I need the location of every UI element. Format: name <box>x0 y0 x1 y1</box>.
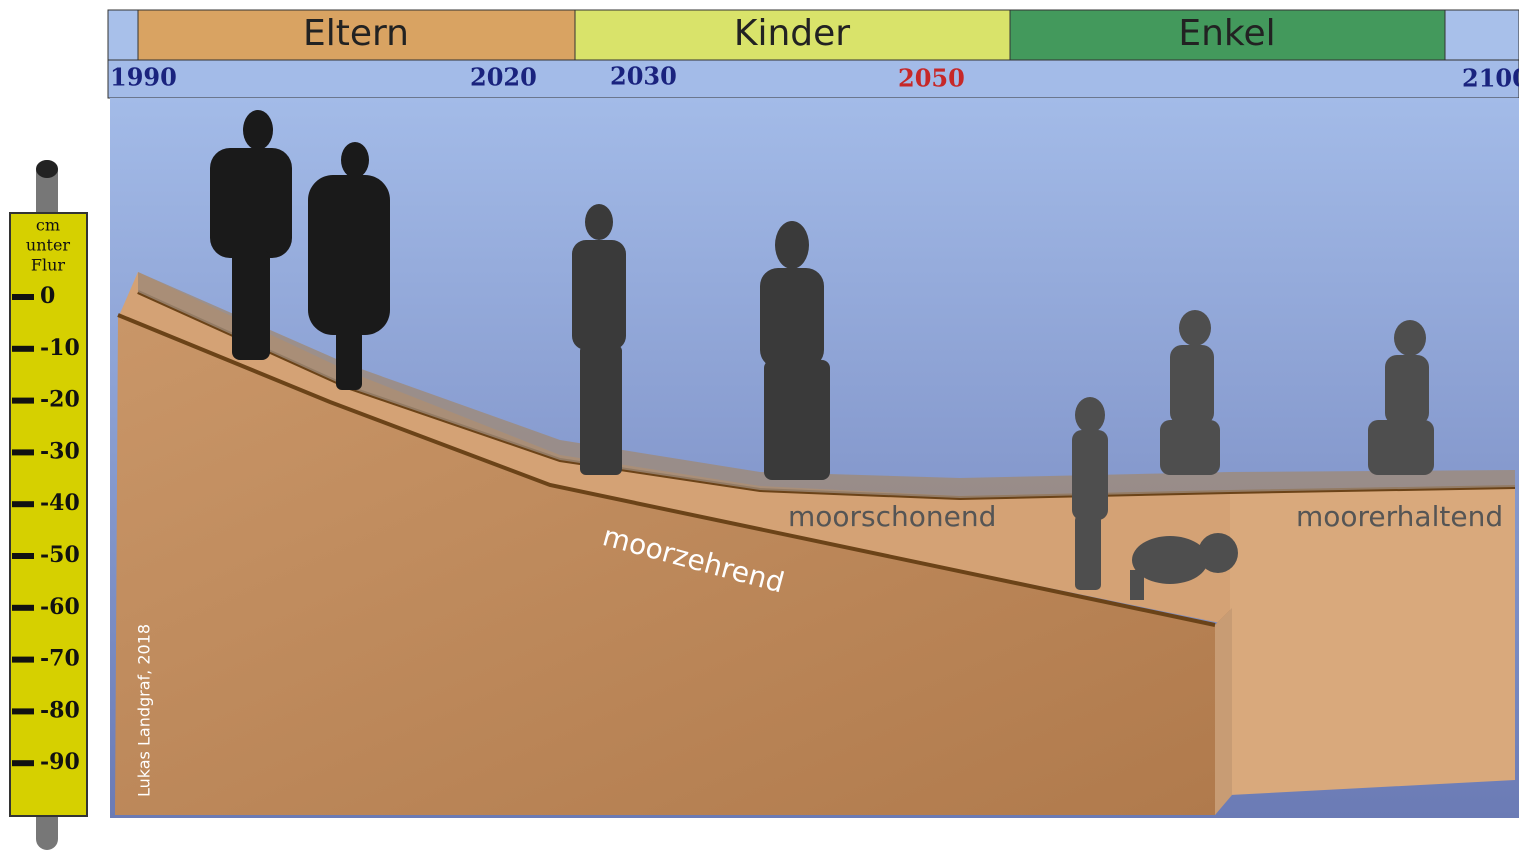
ruler-tick-label: -40 <box>40 490 80 516</box>
path-label: moorschonend <box>788 500 996 533</box>
year: 1990 <box>110 63 177 92</box>
ruler-tick <box>12 760 34 766</box>
layer-edge <box>1215 608 1232 815</box>
ruler-tick-label: -60 <box>40 594 80 620</box>
year: 2050 <box>898 64 965 93</box>
ruler-tick <box>12 657 34 663</box>
ruler-tick-label: -30 <box>40 438 80 464</box>
ruler-title: Flur <box>31 256 66 275</box>
ruler-title: unter <box>26 236 71 255</box>
ruler-tick <box>12 708 34 714</box>
ruler-tick-label: -90 <box>40 749 80 775</box>
ruler-title: cm <box>36 216 60 235</box>
year: 2100 <box>1462 64 1519 93</box>
ruler-tick-label: 0 <box>40 283 55 309</box>
ruler-tick-label: -70 <box>40 646 80 672</box>
generation-label: Eltern <box>303 13 409 54</box>
ruler-tick <box>12 553 34 559</box>
ruler-tick-label: -20 <box>40 387 80 413</box>
ruler-tick <box>12 398 34 404</box>
year: 2020 <box>470 63 537 92</box>
diagram: Eltern Kinder Enkel 1990 2020 2030 2050 … <box>0 0 1519 850</box>
ruler-tick-label: -80 <box>40 697 80 723</box>
ruler-tick-label: -50 <box>40 542 80 568</box>
ruler-cap <box>36 160 58 178</box>
ruler-tick <box>12 449 34 455</box>
ruler-tick <box>12 294 34 300</box>
year: 2030 <box>610 62 677 91</box>
generation-label: Kinder <box>734 13 850 54</box>
credit: Lukas Landgraf, 2018 <box>135 624 154 797</box>
path-label: moorerhaltend <box>1296 500 1503 533</box>
year-band <box>108 60 1519 98</box>
generation-label: Enkel <box>1178 13 1275 54</box>
ruler-tick <box>12 501 34 507</box>
ruler-tick <box>12 346 34 352</box>
ruler-tick-label: -10 <box>40 335 80 361</box>
ruler-tick <box>12 605 34 611</box>
